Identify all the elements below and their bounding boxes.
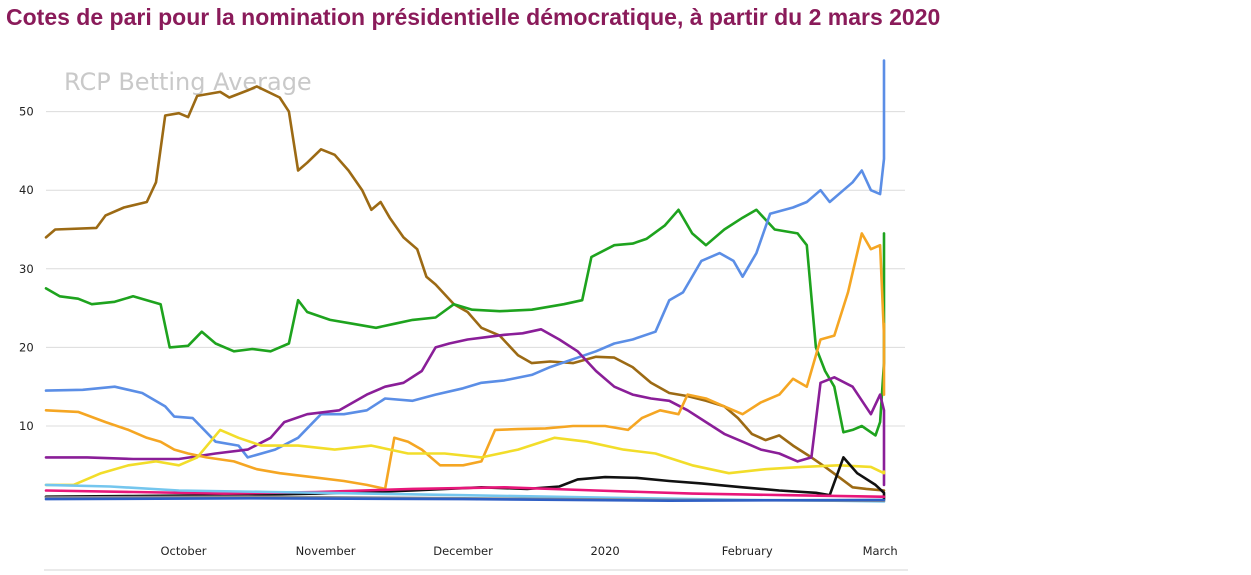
chart-watermark: RCP Betting Average — [64, 68, 312, 96]
series-line-1 — [44, 85, 886, 492]
y-tick-label: 20 — [19, 340, 34, 354]
x-axis-labels: October November December 2020 February March — [160, 544, 897, 558]
series-line-11 — [44, 496, 886, 503]
series-line-4 — [44, 327, 886, 487]
x-tick-label: November — [296, 544, 356, 558]
series-line-7 — [44, 456, 886, 501]
series-line-3 — [44, 59, 886, 459]
x-tick-label: 2020 — [590, 544, 619, 558]
series-line-2 — [44, 208, 886, 437]
x-tick-label: October — [160, 544, 206, 558]
chart-title: Cotes de pari pour la nomination préside… — [6, 4, 941, 30]
series-line-6 — [44, 428, 886, 487]
y-axis-labels: 10 20 30 40 50 — [19, 105, 34, 433]
y-tick-label: 40 — [19, 183, 34, 197]
x-tick-label: December — [433, 544, 493, 558]
series-line-5 — [44, 232, 886, 491]
x-tick-label: March — [863, 544, 898, 558]
gridlines — [46, 111, 905, 427]
x-tick-label: February — [722, 544, 773, 558]
series-layer — [44, 59, 886, 503]
y-tick-label: 10 — [19, 419, 34, 433]
y-tick-label: 30 — [19, 262, 34, 276]
series-line-8 — [44, 485, 886, 499]
y-tick-label: 50 — [19, 105, 34, 119]
